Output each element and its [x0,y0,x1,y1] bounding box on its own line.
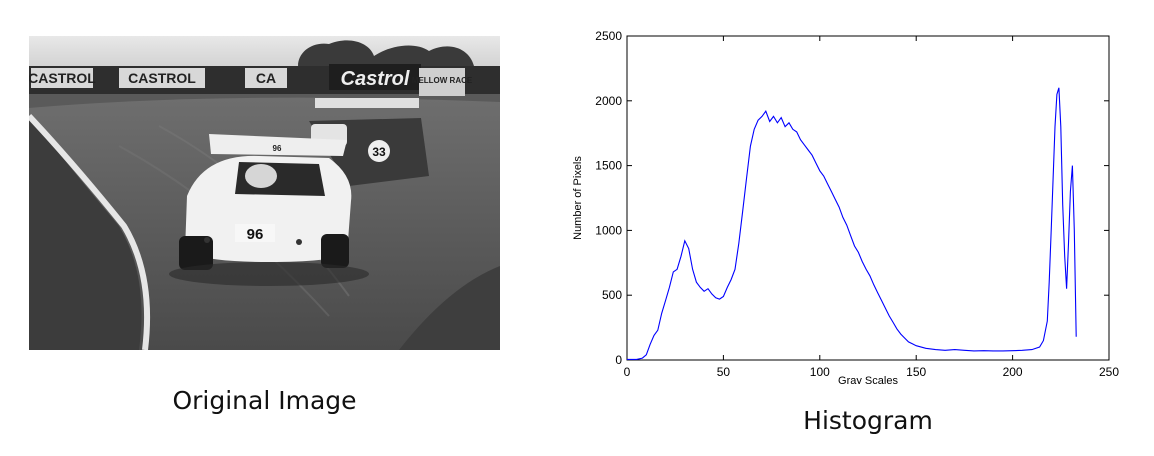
y-tick-label: 0 [615,353,622,367]
wing-number-96: 96 [273,144,282,153]
x-tick-label: 50 [717,365,731,379]
x-tick-label: 200 [1003,365,1023,379]
y-tick-label: 2000 [595,94,622,108]
sign-castrol-3: CA [256,70,276,86]
original-image: CASTROL CASTROL CA Castrol MELLOW RACE 3… [29,36,500,350]
histogram-line [627,87,1077,360]
sign-castrol-1: CASTROL [29,70,96,86]
x-tick-label: 150 [906,365,926,379]
sign-mellow: MELLOW RACE [412,76,473,85]
sign-castrol-2: CASTROL [128,70,196,86]
histogram-caption: Histogram [803,406,933,435]
y-tick-label: 2500 [595,29,622,43]
y-tick-label: 1500 [595,159,622,173]
original-image-caption: Original Image [172,386,357,415]
car-number-33: 33 [372,145,386,159]
x-tick-label: 0 [624,365,631,379]
x-tick-label: 250 [1099,365,1119,379]
plot-area [626,35,1110,361]
y-axis-label: Number of Pixels [572,156,584,240]
car-number-96: 96 [247,226,264,243]
x-axis-label: Gray Scales [838,375,898,384]
y-tick-label: 500 [602,288,622,302]
x-tick-label: 100 [810,365,830,379]
y-tick-label: 1000 [595,223,622,237]
sign-castrol-logo: Castrol [341,68,410,90]
